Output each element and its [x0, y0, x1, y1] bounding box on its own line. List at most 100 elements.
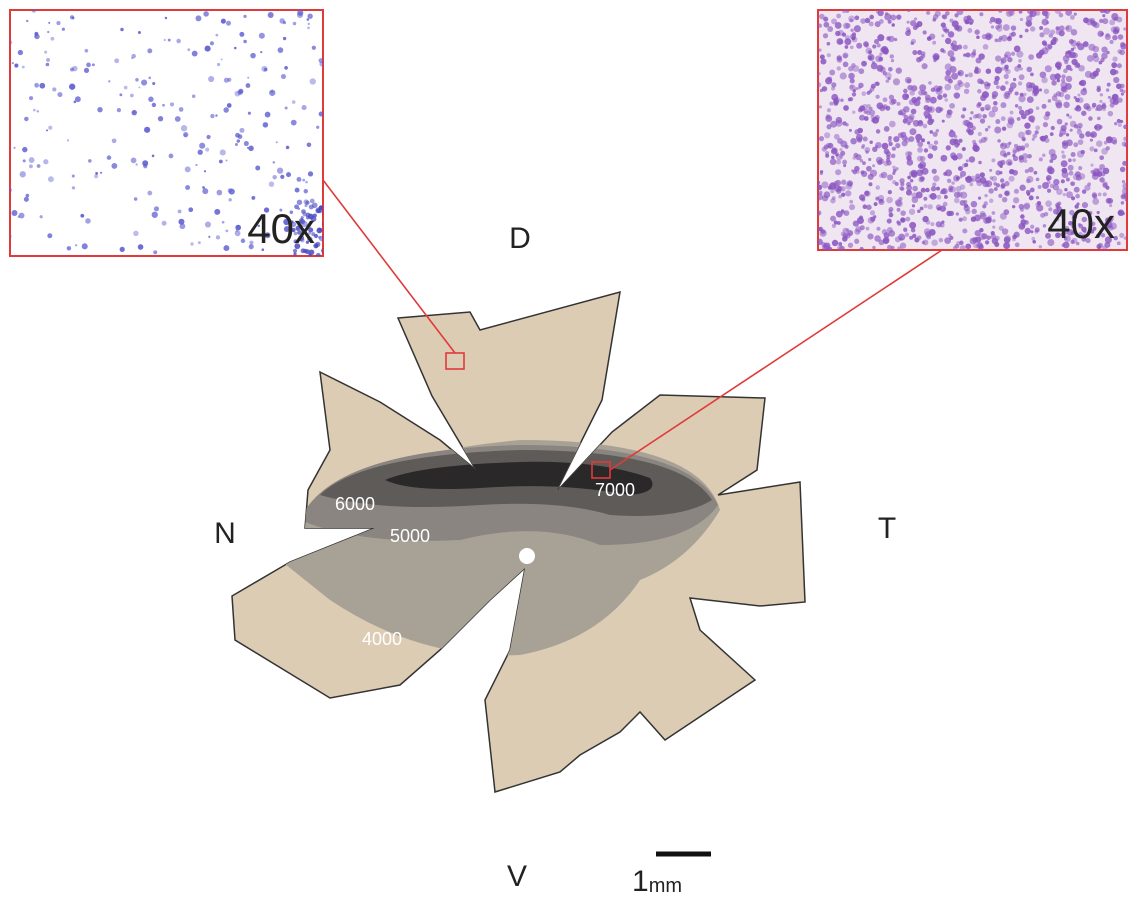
cell — [827, 108, 831, 112]
cell — [978, 161, 982, 165]
cell — [892, 147, 896, 151]
cell — [924, 228, 931, 235]
cell — [960, 171, 966, 177]
cell — [1021, 219, 1027, 225]
cell — [131, 157, 137, 163]
cell — [989, 199, 993, 203]
cell — [995, 170, 1000, 175]
cell — [1079, 173, 1085, 179]
cell — [820, 58, 826, 64]
cell — [31, 8, 36, 13]
cell — [265, 112, 271, 118]
cell — [1070, 129, 1073, 132]
cell — [1012, 8, 1015, 11]
cell — [829, 70, 835, 76]
cell — [1096, 140, 1103, 147]
cell — [835, 169, 841, 175]
cell — [227, 78, 231, 82]
cell — [1004, 235, 1011, 242]
cell — [1105, 34, 1111, 40]
cell — [883, 238, 889, 244]
cell — [250, 53, 256, 59]
cell — [986, 235, 991, 240]
cell — [46, 129, 48, 131]
cell — [255, 166, 260, 171]
cell — [998, 8, 1003, 13]
cell — [56, 21, 60, 25]
cell — [1039, 88, 1042, 91]
cell — [269, 181, 274, 186]
cell — [855, 87, 858, 90]
cell — [869, 15, 874, 20]
cell — [850, 45, 854, 49]
cell — [111, 163, 117, 169]
cell — [947, 179, 952, 184]
cell — [1026, 67, 1032, 73]
cell — [1106, 146, 1110, 150]
cell — [1026, 176, 1033, 183]
cell — [963, 45, 968, 50]
cell — [933, 59, 936, 62]
cell — [938, 86, 942, 90]
cell — [1086, 106, 1089, 109]
cell — [119, 93, 122, 96]
orientation-label: N — [214, 517, 236, 550]
cell — [837, 138, 843, 144]
cell — [315, 242, 320, 247]
cell — [827, 26, 833, 32]
cell — [950, 57, 955, 62]
cell — [993, 101, 998, 106]
cell — [959, 241, 963, 245]
cell — [834, 152, 839, 157]
cell — [1096, 68, 1101, 73]
cell — [827, 53, 831, 57]
cell — [948, 31, 955, 38]
orientation-label: V — [507, 860, 527, 893]
cell — [243, 40, 246, 43]
cell — [1112, 56, 1117, 61]
cell — [138, 244, 144, 250]
cell — [202, 186, 205, 189]
cell — [277, 167, 283, 173]
cell — [969, 117, 972, 120]
cell — [183, 132, 188, 137]
cell — [1064, 94, 1070, 100]
cell — [75, 244, 77, 246]
cell — [906, 155, 911, 160]
cell — [170, 102, 174, 106]
cell — [237, 139, 240, 142]
cell — [286, 172, 291, 177]
cell — [889, 95, 894, 100]
cell — [1001, 61, 1004, 64]
cell — [1035, 125, 1040, 130]
cell — [907, 176, 911, 180]
cell — [1063, 69, 1068, 74]
cell — [67, 246, 71, 250]
cell — [1019, 10, 1023, 14]
cell — [169, 154, 174, 159]
cell — [892, 166, 895, 169]
cell — [825, 154, 829, 158]
cell — [1015, 104, 1018, 107]
cell — [945, 63, 952, 70]
cell — [1039, 32, 1044, 37]
cell — [932, 169, 937, 174]
cell — [969, 182, 973, 186]
cell — [905, 233, 909, 237]
cell — [951, 181, 954, 184]
cell — [1064, 60, 1068, 64]
cell — [1065, 9, 1072, 16]
cell — [933, 132, 938, 137]
cell — [1055, 61, 1062, 68]
cell — [1034, 171, 1038, 175]
cell — [131, 110, 137, 116]
cell — [1025, 228, 1031, 234]
cell — [1001, 143, 1004, 146]
cell — [887, 218, 892, 223]
cell — [1061, 150, 1064, 153]
cell — [943, 93, 947, 97]
cell — [138, 31, 141, 34]
cell — [905, 30, 911, 36]
cell — [1025, 169, 1029, 173]
cell — [1108, 96, 1111, 99]
